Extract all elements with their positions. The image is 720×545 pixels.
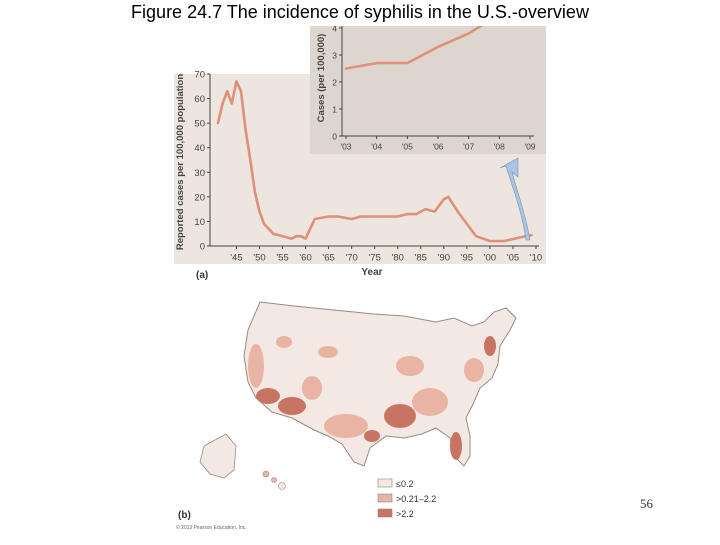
inset-y-axis-label: Cases (per 100,000) <box>316 34 327 123</box>
x-tick-label: '06 <box>432 142 443 152</box>
x-tick-label: '08 <box>494 142 505 152</box>
y-tick-label: 4 <box>332 26 337 34</box>
y-tick-label: 3 <box>332 51 337 61</box>
x-tick-label: '95 <box>461 253 473 264</box>
map-region-southern-california <box>256 388 280 404</box>
x-tick-label: '80 <box>392 253 404 264</box>
panel-b-label: (b) <box>178 510 191 521</box>
x-tick-label: '10 <box>530 253 542 264</box>
x-tick-label: '90 <box>438 253 450 264</box>
map-region-plains <box>318 346 338 358</box>
y-tick-label: 0 <box>332 132 337 142</box>
legend-label-low: ≤0.2 <box>396 479 413 489</box>
figure-24-7: 0 10 20 30 40 50 60 70 '45'50'55'60'65'70'75'80… <box>174 13 546 540</box>
slide-title: Figure 24.7 The incidence of syphilis in… <box>131 2 589 22</box>
map-region-midwest <box>396 356 424 376</box>
us-map-outline <box>243 301 517 467</box>
y-tick-label: 50 <box>194 119 205 130</box>
x-tick-label: '07 <box>463 142 474 152</box>
inset-x-ticks: '03 '04 '05 '06 '07 '08 '09 <box>340 136 536 152</box>
main-x-axis-label: Year <box>361 267 382 278</box>
map-region-deep-south <box>384 404 416 428</box>
alaska-outline <box>199 433 237 479</box>
inset-y-ticks: 0 1 2 3 4 <box>332 24 342 142</box>
map-region-west-coast <box>248 344 264 388</box>
x-tick-label: '45 <box>230 253 242 264</box>
x-tick-label: '05 <box>402 142 413 152</box>
y-tick-label: 70 <box>194 70 205 81</box>
map-region-texas <box>324 414 368 438</box>
x-tick-label: '09 <box>524 142 535 152</box>
map-region-florida <box>450 432 462 460</box>
panel-a-label: (a) <box>196 270 208 281</box>
map-region-southeast <box>412 388 448 416</box>
x-tick-label: '05 <box>507 253 519 264</box>
main-series <box>216 80 533 243</box>
y-tick-label: 2 <box>332 78 337 88</box>
inset-line-chart: 0 1 2 3 4 '03 '04 '05 '06 '07 '08 '09 Cases (per 1… <box>310 13 546 154</box>
hawaii-island <box>278 482 286 490</box>
map-shading <box>248 336 496 460</box>
x-tick-label: '70 <box>345 253 357 264</box>
y-tick-label: 30 <box>194 168 205 179</box>
y-tick-label: 60 <box>194 94 205 105</box>
main-x-ticks: '45 '50 '55 '60 '65 '70 '75 '80 '85 '90 '95 '00 '05 '… <box>230 246 542 264</box>
legend-label-mid: >0.21–2.2 <box>396 494 436 504</box>
x-tick-label: '60 <box>299 253 311 264</box>
x-tick-label: '00 <box>484 253 496 264</box>
map-legend: ≤0.2 >0.21–2.2 >2.2 <box>377 478 436 519</box>
y-tick-label: 40 <box>194 143 205 154</box>
series-line <box>216 80 533 243</box>
map-region-great-basin <box>276 336 292 348</box>
legend-label-high: >2.2 <box>396 509 414 519</box>
x-tick-label: '65 <box>322 253 334 264</box>
curved-arrow-icon <box>499 157 531 241</box>
main-y-ticks: 0 10 20 30 40 50 60 70 <box>194 70 210 253</box>
x-tick-label: '55 <box>276 253 288 264</box>
main-y-axis-label: Reported cases per 100,000 population <box>175 74 186 251</box>
x-tick-label: '03 <box>340 142 351 152</box>
map-region-gulf-texas <box>364 430 380 442</box>
y-tick-label: 20 <box>194 192 205 203</box>
hawaii-island <box>262 470 270 478</box>
x-tick-label: '85 <box>415 253 427 264</box>
map-region-northeast <box>484 336 496 356</box>
us-syphilis-map <box>199 301 517 490</box>
map-region-mid-atlantic <box>464 358 484 382</box>
x-tick-label: '75 <box>369 253 381 264</box>
hawaii-island <box>271 477 277 483</box>
y-tick-label: 10 <box>194 217 205 228</box>
map-region-new-mexico <box>302 376 322 400</box>
map-region-arizona <box>278 397 306 415</box>
legend-swatch-low <box>377 478 393 488</box>
x-tick-label: '04 <box>371 142 382 152</box>
legend-swatch-high <box>377 508 393 518</box>
y-tick-label: 0 <box>200 242 205 253</box>
x-tick-label: '50 <box>253 253 265 264</box>
copyright-text: © 2013 Pearson Education, Inc. <box>176 524 247 531</box>
page-number: 56 <box>640 496 653 511</box>
legend-swatch-mid <box>377 493 393 503</box>
inset-background <box>310 26 546 154</box>
y-tick-label: 1 <box>332 105 337 115</box>
